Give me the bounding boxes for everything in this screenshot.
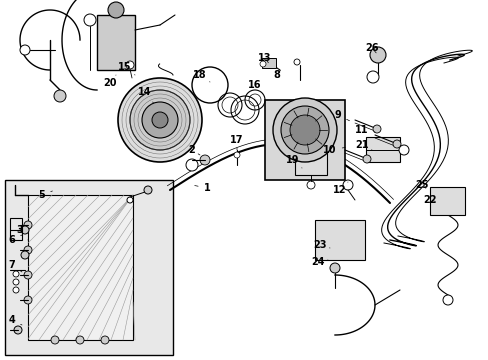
Bar	[264, 100, 345, 180]
Text: 2: 2	[188, 145, 200, 155]
Text: 6: 6	[9, 235, 22, 245]
Text: 1: 1	[194, 183, 210, 193]
Circle shape	[200, 155, 209, 165]
Circle shape	[329, 263, 339, 273]
Circle shape	[289, 115, 319, 145]
Circle shape	[127, 197, 133, 203]
Circle shape	[142, 102, 178, 138]
Circle shape	[24, 271, 32, 279]
Text: 5: 5	[39, 190, 52, 200]
Circle shape	[13, 287, 19, 293]
Text: 19: 19	[285, 155, 302, 168]
Circle shape	[21, 251, 29, 259]
Circle shape	[108, 2, 124, 18]
Text: 23: 23	[313, 240, 329, 250]
Bar	[365, 137, 399, 162]
Text: 8: 8	[273, 70, 280, 80]
Bar	[294, 147, 326, 175]
Circle shape	[293, 59, 299, 65]
Text: 13: 13	[258, 53, 271, 63]
Circle shape	[152, 112, 168, 128]
Text: 9: 9	[334, 110, 349, 121]
Circle shape	[398, 145, 408, 155]
Circle shape	[130, 90, 190, 150]
Circle shape	[51, 336, 59, 344]
Text: 22: 22	[423, 195, 436, 205]
Text: 11: 11	[354, 125, 374, 135]
Text: 24: 24	[311, 257, 327, 267]
Text: 17: 17	[230, 135, 243, 150]
Text: 14: 14	[138, 87, 153, 103]
Text: 3: 3	[17, 225, 28, 240]
Text: 26: 26	[365, 43, 378, 53]
Text: 10: 10	[323, 145, 345, 155]
Bar	[262, 58, 275, 68]
Text: 7: 7	[9, 260, 22, 272]
Circle shape	[185, 159, 198, 171]
Circle shape	[13, 271, 19, 277]
Circle shape	[366, 71, 378, 83]
Circle shape	[101, 336, 109, 344]
Circle shape	[342, 180, 352, 190]
Text: 4: 4	[9, 315, 22, 325]
Text: 15: 15	[118, 62, 135, 75]
Text: 25: 25	[414, 180, 428, 190]
Circle shape	[362, 155, 370, 163]
Bar	[429, 187, 464, 215]
Circle shape	[369, 47, 385, 63]
Circle shape	[84, 14, 96, 26]
Circle shape	[143, 186, 152, 194]
Circle shape	[306, 181, 314, 189]
Circle shape	[21, 226, 29, 234]
Circle shape	[272, 98, 336, 162]
Bar	[314, 220, 364, 260]
Text: 16: 16	[248, 80, 261, 95]
Circle shape	[13, 279, 19, 285]
Circle shape	[234, 152, 240, 158]
Text: 20: 20	[103, 75, 117, 88]
Bar	[28, 195, 133, 340]
Circle shape	[54, 90, 66, 102]
Circle shape	[24, 221, 32, 229]
Circle shape	[442, 295, 452, 305]
Circle shape	[76, 336, 84, 344]
Circle shape	[372, 125, 380, 133]
Text: 21: 21	[354, 140, 371, 150]
Bar	[10, 218, 22, 240]
Bar	[97, 15, 135, 70]
Text: 12: 12	[332, 182, 347, 195]
Circle shape	[392, 140, 400, 148]
Circle shape	[260, 61, 265, 67]
Circle shape	[24, 296, 32, 304]
Text: 18: 18	[193, 70, 209, 82]
Circle shape	[14, 326, 22, 334]
Bar	[5, 180, 173, 355]
Circle shape	[118, 78, 202, 162]
Circle shape	[24, 246, 32, 254]
Circle shape	[126, 61, 134, 69]
Circle shape	[20, 45, 30, 55]
Circle shape	[281, 106, 328, 154]
